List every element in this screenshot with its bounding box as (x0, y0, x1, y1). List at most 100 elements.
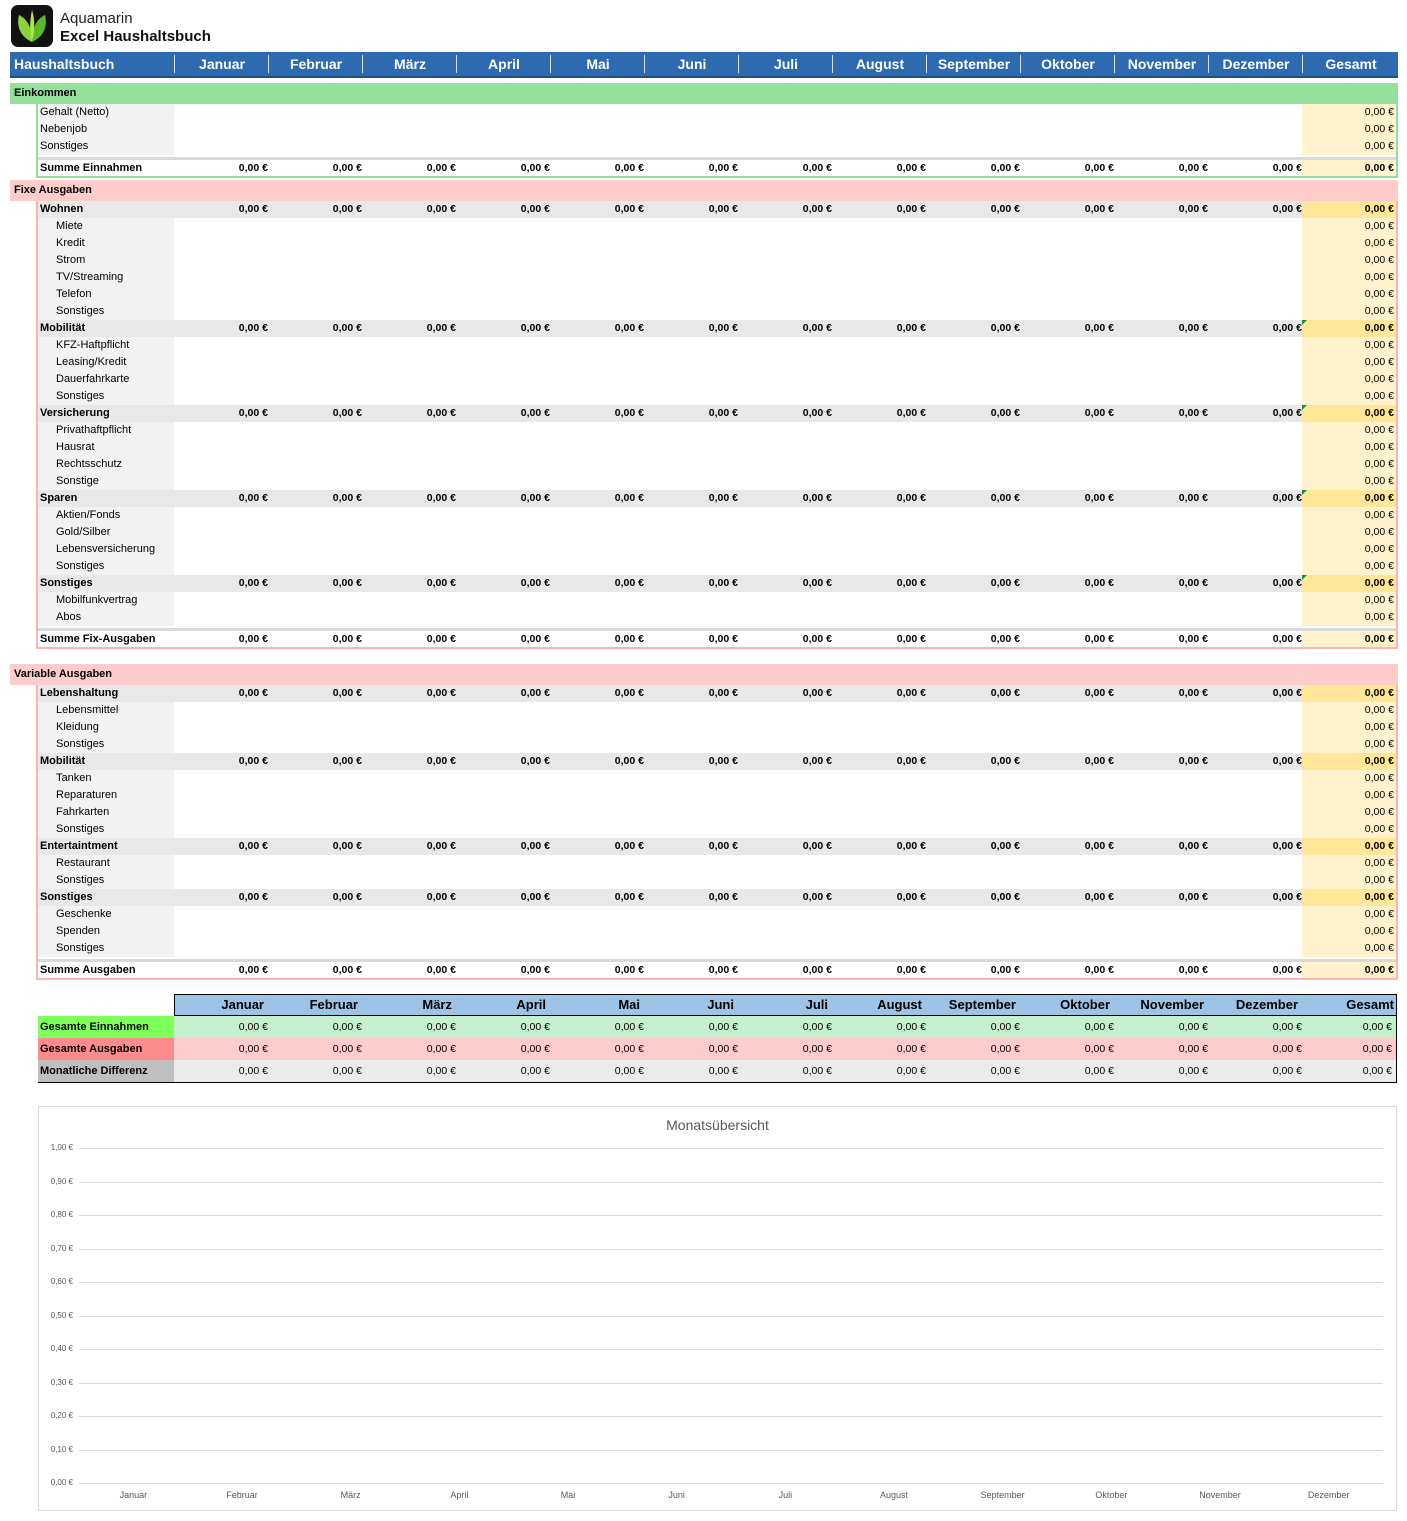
month-input-cell[interactable] (1024, 303, 1114, 320)
month-input-cell[interactable] (648, 121, 738, 138)
month-value[interactable]: 0,00 € (708, 633, 738, 645)
month-value[interactable]: 0,00 € (238, 577, 268, 589)
month-value[interactable]: 0,00 € (614, 891, 644, 903)
month-input-cell[interactable] (1024, 541, 1114, 558)
month-value[interactable]: 0,00 € (802, 322, 832, 334)
month-value[interactable]: 0,00 € (802, 687, 832, 699)
month-input-cell[interactable] (272, 906, 362, 923)
month-input-cell[interactable] (648, 787, 738, 804)
month-value[interactable]: 0,00 € (1084, 162, 1114, 174)
month-input-cell[interactable] (930, 104, 1020, 121)
month-value[interactable]: 0,00 € (1178, 162, 1208, 174)
month-input-cell[interactable] (742, 940, 832, 957)
month-input-cell[interactable] (178, 337, 268, 354)
month-input-cell[interactable] (1212, 702, 1302, 719)
month-value[interactable]: 0,00 € (802, 755, 832, 767)
month-value[interactable]: 0,00 € (332, 755, 362, 767)
month-input-cell[interactable] (272, 923, 362, 940)
month-input-cell[interactable] (1024, 923, 1114, 940)
month-value[interactable]: 0,00 € (614, 203, 644, 215)
month-input-cell[interactable] (648, 354, 738, 371)
month-input-cell[interactable] (836, 252, 926, 269)
month-input-cell[interactable] (178, 422, 268, 439)
month-input-cell[interactable] (178, 702, 268, 719)
month-input-cell[interactable] (1024, 524, 1114, 541)
month-input-cell[interactable] (836, 218, 926, 235)
month-input-cell[interactable] (554, 855, 644, 872)
month-input-cell[interactable] (366, 286, 456, 303)
month-value[interactable]: 0,00 € (708, 203, 738, 215)
month-value[interactable]: 0,00 € (614, 755, 644, 767)
month-input-cell[interactable] (836, 770, 926, 787)
month-input-cell[interactable] (742, 439, 832, 456)
month-value[interactable]: 0,00 € (238, 492, 268, 504)
month-input-cell[interactable] (1118, 473, 1208, 490)
month-input-cell[interactable] (178, 252, 268, 269)
month-input-cell[interactable] (366, 524, 456, 541)
month-input-cell[interactable] (272, 388, 362, 405)
month-value[interactable]: 0,00 € (1272, 407, 1302, 419)
month-input-cell[interactable] (366, 770, 456, 787)
month-value[interactable]: 0,00 € (332, 840, 362, 852)
month-input-cell[interactable] (1118, 906, 1208, 923)
month-input-cell[interactable] (1212, 736, 1302, 753)
month-input-cell[interactable] (272, 558, 362, 575)
month-input-cell[interactable] (178, 524, 268, 541)
month-input-cell[interactable] (272, 422, 362, 439)
month-input-cell[interactable] (554, 252, 644, 269)
month-input-cell[interactable] (930, 804, 1020, 821)
month-input-cell[interactable] (1024, 906, 1114, 923)
month-input-cell[interactable] (272, 371, 362, 388)
month-input-cell[interactable] (1118, 940, 1208, 957)
month-input-cell[interactable] (742, 524, 832, 541)
month-input-cell[interactable] (366, 388, 456, 405)
month-input-cell[interactable] (930, 439, 1020, 456)
month-value[interactable]: 0,00 € (708, 322, 738, 334)
month-input-cell[interactable] (554, 507, 644, 524)
month-input-cell[interactable] (366, 702, 456, 719)
month-input-cell[interactable] (460, 872, 550, 889)
month-input-cell[interactable] (1024, 354, 1114, 371)
month-value[interactable]: 0,00 € (896, 162, 926, 174)
month-input-cell[interactable] (648, 906, 738, 923)
month-input-cell[interactable] (554, 821, 644, 838)
month-input-cell[interactable] (366, 906, 456, 923)
month-input-cell[interactable] (1118, 702, 1208, 719)
month-input-cell[interactable] (1118, 592, 1208, 609)
month-value[interactable]: 0,00 € (520, 322, 550, 334)
month-input-cell[interactable] (742, 923, 832, 940)
month-input-cell[interactable] (930, 872, 1020, 889)
month-input-cell[interactable] (460, 524, 550, 541)
month-input-cell[interactable] (272, 940, 362, 957)
month-input-cell[interactable] (648, 736, 738, 753)
month-input-cell[interactable] (742, 855, 832, 872)
month-input-cell[interactable] (1024, 821, 1114, 838)
month-input-cell[interactable] (272, 303, 362, 320)
month-input-cell[interactable] (178, 371, 268, 388)
month-input-cell[interactable] (366, 507, 456, 524)
month-input-cell[interactable] (742, 388, 832, 405)
month-input-cell[interactable] (930, 923, 1020, 940)
month-input-cell[interactable] (1024, 872, 1114, 889)
month-input-cell[interactable] (1118, 354, 1208, 371)
month-input-cell[interactable] (836, 371, 926, 388)
month-value[interactable]: 0,00 € (896, 964, 926, 976)
month-value[interactable]: 0,00 € (426, 891, 456, 903)
month-input-cell[interactable] (460, 371, 550, 388)
month-input-cell[interactable] (930, 121, 1020, 138)
month-value[interactable]: 0,00 € (332, 407, 362, 419)
month-input-cell[interactable] (272, 609, 362, 626)
month-input-cell[interactable] (272, 524, 362, 541)
month-input-cell[interactable] (648, 218, 738, 235)
month-value[interactable]: 0,00 € (1272, 687, 1302, 699)
month-input-cell[interactable] (1212, 609, 1302, 626)
month-input-cell[interactable] (1118, 422, 1208, 439)
month-value[interactable]: 0,00 € (238, 891, 268, 903)
month-input-cell[interactable] (742, 592, 832, 609)
month-input-cell[interactable] (1024, 804, 1114, 821)
month-input-cell[interactable] (930, 702, 1020, 719)
month-value[interactable]: 0,00 € (708, 492, 738, 504)
month-value[interactable]: 0,00 € (990, 964, 1020, 976)
month-value[interactable]: 0,00 € (1178, 687, 1208, 699)
month-input-cell[interactable] (178, 121, 268, 138)
